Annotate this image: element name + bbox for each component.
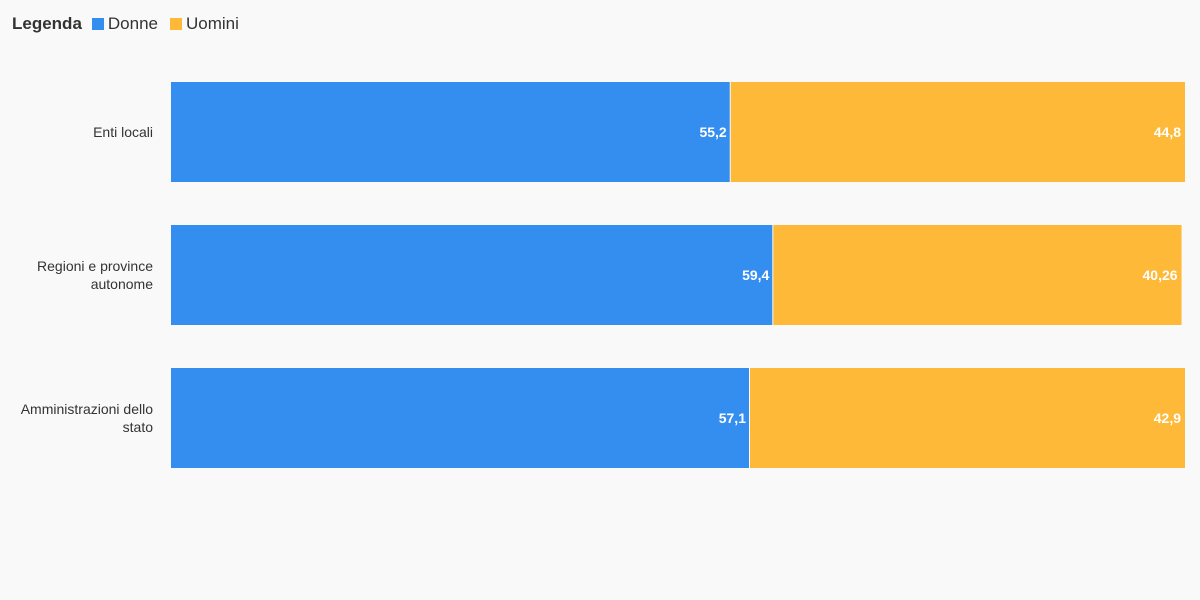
bar-segment-uomini[interactable] [730,82,1185,182]
legend-swatch-uomini [170,18,183,30]
data-label: 42,9 [1154,410,1181,426]
category-label: Regioni e province [37,258,153,274]
bar-segment-donne[interactable] [171,368,749,468]
legend-swatch-donne [91,18,104,30]
legend-title: Legenda [12,14,82,33]
data-label: 40,26 [1143,267,1178,283]
legend-item-donne[interactable]: Donne [91,14,159,34]
bar-segment-uomini[interactable] [749,368,1185,468]
data-label: 44,8 [1154,124,1181,140]
bar-segment-donne[interactable] [171,82,730,182]
category-label: Amministrazioni dello [21,401,153,417]
legend-item-uomini[interactable]: Uomini [170,14,239,34]
category-label: stato [123,419,154,435]
legend-label-donne: Donne [107,14,159,33]
legend: Legenda Donne Uomini [12,14,245,34]
bar-segment-donne[interactable] [171,225,773,325]
data-label: 59,4 [742,267,769,283]
category-label: Enti locali [93,124,153,140]
bar-segment-uomini[interactable] [773,225,1182,325]
data-label: 57,1 [719,410,746,426]
category-label: autonome [91,276,153,292]
legend-label-uomini: Uomini [186,14,239,33]
data-label: 55,2 [699,124,726,140]
